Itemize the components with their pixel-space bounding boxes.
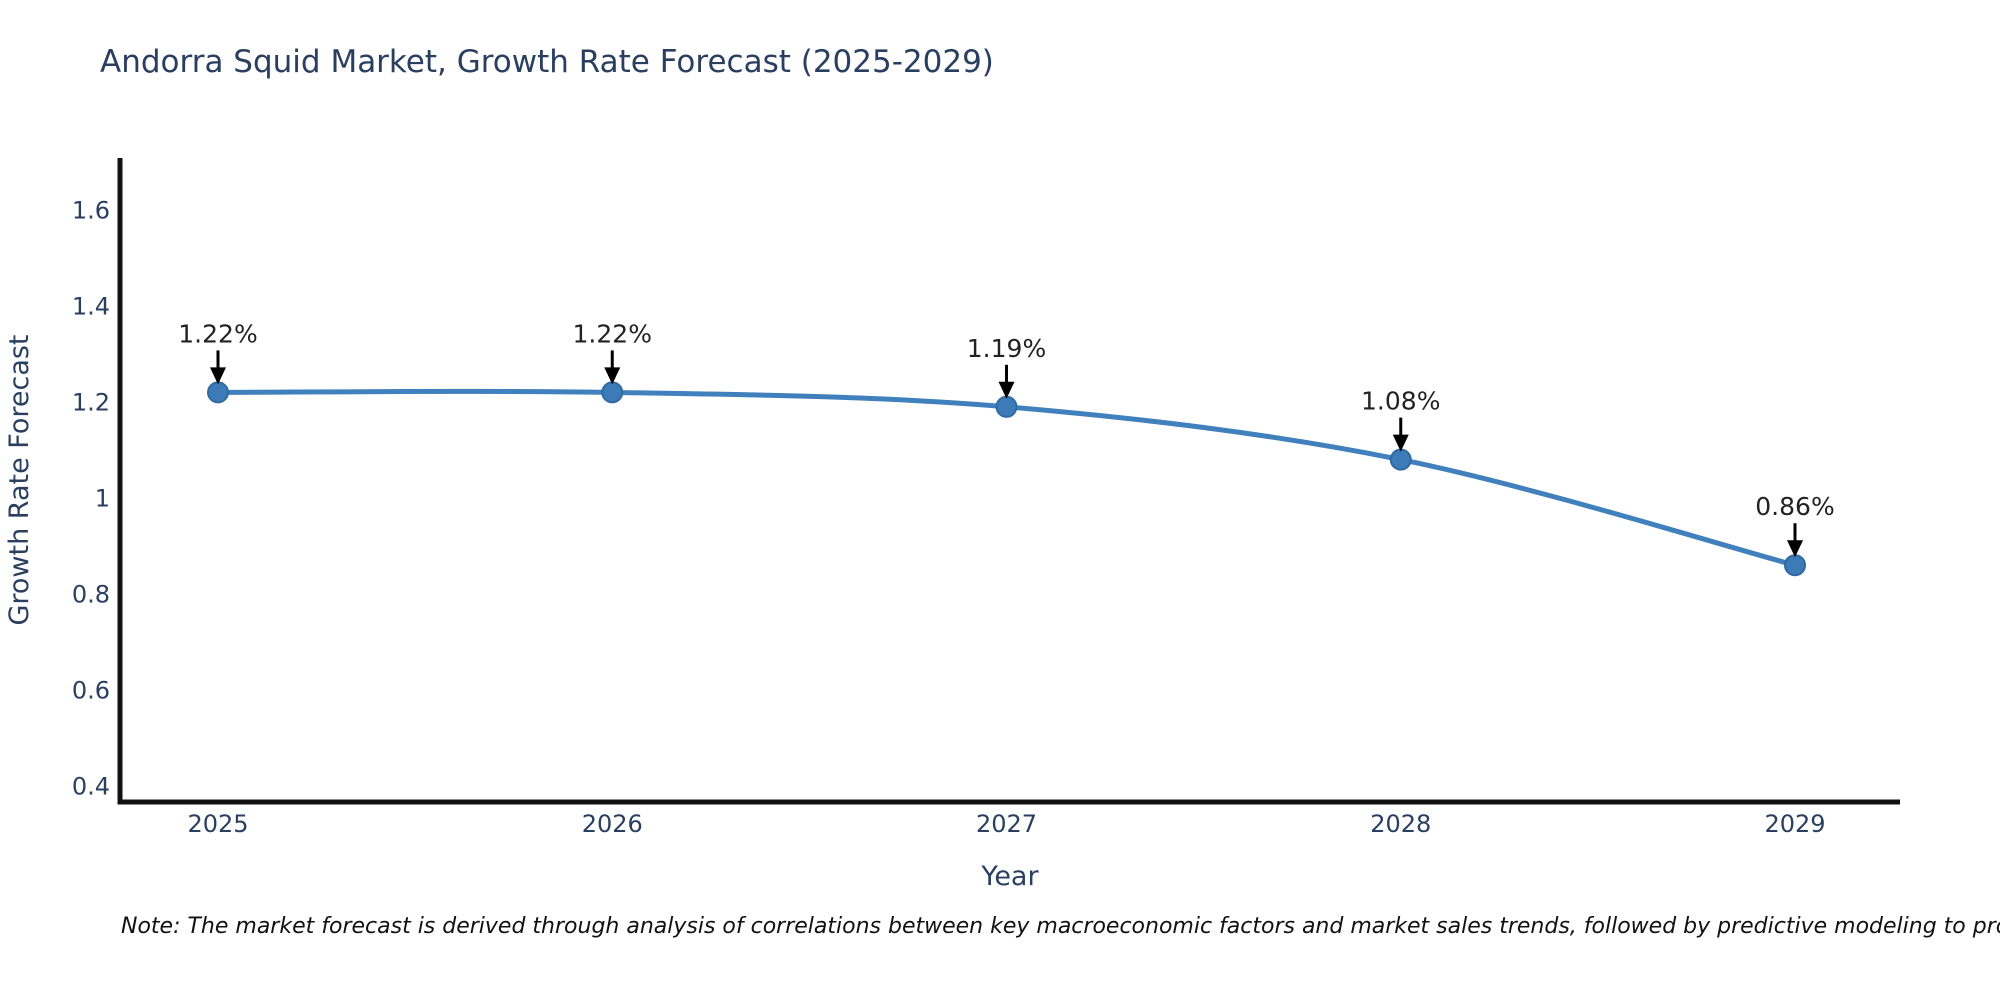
footnote: Note: The market forecast is derived thr…	[121, 914, 2000, 939]
annotation-label: 1.08%	[1361, 387, 1440, 416]
chart-title: Andorra Squid Market, Growth Rate Foreca…	[100, 44, 994, 80]
y-tick-label: 1.4	[72, 293, 110, 321]
annotation-arrowhead-icon	[210, 367, 226, 385]
series-layer	[207, 381, 1806, 577]
ticks-layer: 1.6 1.4 1.2 1 0.8 0.6 0.4 2025 2026 2027 2028 2029	[72, 197, 1826, 839]
data-point-marker[interactable]	[601, 381, 624, 404]
x-tick-label: 2025	[187, 810, 248, 838]
x-tick-label: 2029	[1764, 810, 1825, 838]
data-point-marker[interactable]	[207, 381, 229, 404]
annotation-label: 1.22%	[178, 319, 257, 348]
annotation-arrowhead-icon	[998, 381, 1015, 399]
annotation-arrowhead-icon	[1392, 434, 1409, 452]
annotation-label: 1.22%	[573, 319, 652, 348]
annotation-label: 0.86%	[1755, 492, 1834, 521]
y-tick-label: 0.6	[72, 677, 110, 705]
y-axis-title: Growth Rate Forecast	[4, 334, 35, 625]
axes-layer	[117, 158, 1900, 805]
annotation: 1.22%	[178, 319, 258, 385]
y-tick-label: 1	[95, 485, 110, 513]
y-tick-label: 1.6	[72, 197, 110, 225]
annotation-arrowhead-icon	[604, 367, 621, 385]
y-tick-label: 1.2	[72, 389, 110, 417]
data-point-marker[interactable]	[1389, 448, 1412, 471]
x-tick-label: 2026	[582, 810, 643, 838]
annotation: 0.86%	[1755, 492, 1835, 558]
annotation: 1.19%	[967, 334, 1046, 399]
annotation-label: 1.19%	[967, 334, 1046, 363]
y-tick-label: 0.4	[72, 773, 110, 801]
x-axis-title: Year	[980, 861, 1039, 892]
x-tick-label: 2028	[1370, 810, 1431, 838]
annotation: 1.22%	[573, 319, 652, 385]
annotation-layer: 1.22% 1.22% 1.19% 1.08% 0.86%	[178, 319, 1835, 558]
data-point-marker[interactable]	[1784, 554, 1806, 577]
data-point-marker[interactable]	[995, 395, 1018, 418]
annotation: 1.08%	[1361, 387, 1440, 452]
annotation-arrowhead-icon	[1787, 540, 1803, 558]
y-tick-label: 0.8	[72, 581, 110, 609]
x-tick-label: 2027	[976, 810, 1037, 838]
